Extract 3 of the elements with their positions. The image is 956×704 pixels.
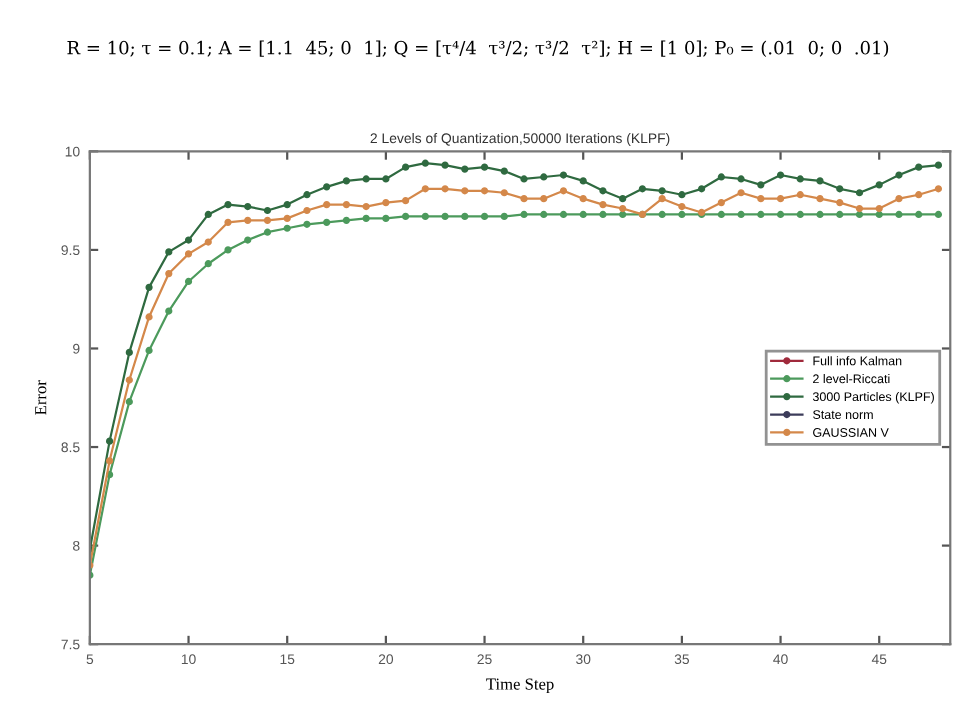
text: R = 10; τ = 0.1; A = [1.1 45; 0 1]; Q = [τ⁴/4 τ³/2; τ³/2 τ²]; H = [1 0]; P₀ = (.01 0; 0 .01): [67, 40, 889, 58]
x-axis-title: Time Step: [486, 678, 554, 694]
y-axis-title: Error: [35, 380, 47, 415]
